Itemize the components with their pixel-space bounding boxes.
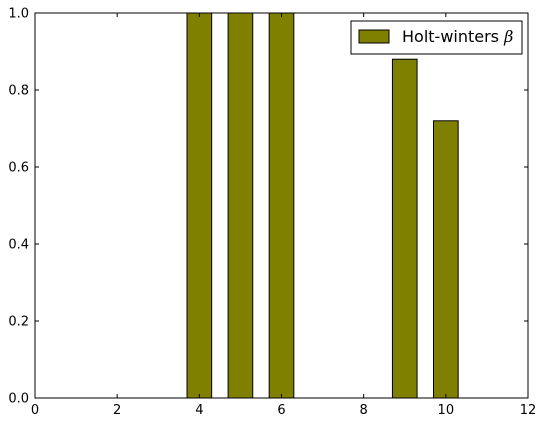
x-tick-label: 8: [360, 403, 368, 418]
legend-swatch: [358, 29, 390, 44]
bar: [186, 12, 213, 399]
bars-group: [186, 12, 459, 399]
y-tick-label: 0.4: [8, 238, 29, 253]
legend-label-beta: β: [503, 27, 513, 46]
legend-label-text: Holt-winters: [402, 27, 504, 46]
x-tick-label: 2: [113, 403, 121, 418]
bar: [433, 120, 459, 399]
bar: [227, 12, 254, 399]
y-tick-label: 0.2: [8, 315, 29, 330]
x-tick-label: 12: [520, 403, 537, 418]
y-tick-label: 0.6: [8, 161, 29, 176]
y-tick-label: 0.8: [8, 84, 29, 99]
x-tick-label: 0: [31, 403, 39, 418]
x-tick-label: 6: [277, 403, 285, 418]
legend: Holt-winters β: [350, 20, 523, 55]
x-tick-label: 4: [195, 403, 203, 418]
legend-box: [350, 20, 523, 55]
plot-frame: [34, 12, 529, 399]
legend-label: Holt-winters β: [402, 27, 513, 46]
y-tick-label: 0.0: [8, 392, 29, 407]
y-tick-label: 1.0: [8, 7, 29, 22]
bar: [391, 58, 418, 399]
bar: [268, 12, 295, 399]
tick-labels-group: 0 2 4 6 8 10 12 0.0 0.2 0.4 0.6 0.8 1.0: [8, 7, 536, 419]
x-tick-label: 10: [438, 403, 455, 418]
